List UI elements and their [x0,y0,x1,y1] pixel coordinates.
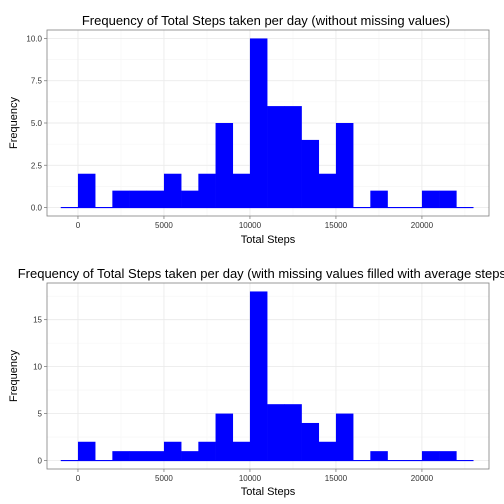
histogram-with-filled-missing: Frequency of Total Steps taken per day (… [8,266,504,498]
histogram-bar [163,441,182,461]
chart-title: Frequency of Total Steps taken per day (… [82,13,450,28]
histogram-bar [439,451,457,461]
histogram-bar [77,173,96,208]
y-axis: 0 5 10 15 Frequency [8,316,47,466]
y-tick-label: 10.0 [26,34,42,43]
histogram-bar [267,106,285,208]
x-tick-label: 0 [76,221,81,230]
y-tick-label: 15 [33,316,42,325]
x-tick-label: 20000 [411,474,434,483]
y-axis-label: Frequency [8,350,20,402]
histogram-bar [249,291,268,461]
histogram-without-missing: Frequency of Total Steps taken per day (… [8,13,490,246]
histogram-bar [301,139,320,208]
histogram-bar [215,413,234,461]
x-tick-label: 5000 [155,221,173,230]
histogram-bar [232,441,251,461]
histogram-bar [112,190,130,208]
histogram-bar [249,38,268,208]
histogram-bar [370,190,388,208]
bars [60,291,474,462]
x-tick-label: 0 [76,474,81,483]
histogram-bar [318,173,337,208]
histogram-bar [129,451,148,461]
x-tick-label: 5000 [155,474,173,483]
x-axis: 0 5000 10000 15000 20000 Total Steps [76,216,434,246]
y-tick-label: 5.0 [31,119,43,128]
y-axis: 0.0 2.5 5.0 7.5 10.0 Frequency [8,34,47,213]
y-tick-label: 0.0 [31,204,43,213]
histogram-bar [232,173,251,208]
x-axis-label: Total Steps [241,234,296,246]
histogram-bar [421,190,440,208]
y-tick-label: 5 [38,410,43,419]
histogram-bar [181,190,199,208]
histogram-bar [267,404,285,461]
y-tick-label: 10 [33,363,42,372]
y-tick-label: 0 [38,457,43,466]
histogram-bar [163,173,182,208]
histogram-bar [335,123,354,208]
y-tick-label: 2.5 [31,161,43,170]
x-tick-label: 15000 [325,221,348,230]
x-tick-label: 15000 [325,474,348,483]
histogram-bar [318,441,337,461]
histogram-bar [215,123,234,208]
histogram-bar [77,441,96,461]
histogram-bar [421,451,440,461]
y-axis-label: Frequency [8,97,20,149]
histogram-bar [181,451,199,461]
histogram-bar [146,451,165,461]
chart-title: Frequency of Total Steps taken per day (… [18,266,504,281]
x-tick-label: 10000 [239,474,262,483]
histogram-bar [146,190,165,208]
histogram-bar [284,404,302,461]
histogram-bar [129,190,148,208]
x-tick-label: 10000 [239,221,262,230]
x-axis: 0 5000 10000 15000 20000 Total Steps [76,469,434,498]
histogram-bar [284,106,302,208]
histogram-bar [370,451,388,461]
histogram-bar [112,451,130,461]
histogram-bar [335,413,354,461]
plot-panel-border [46,282,490,470]
x-tick-label: 20000 [411,221,434,230]
histogram-bar [198,441,216,461]
histogram-bar [439,190,457,208]
y-tick-label: 7.5 [31,77,43,86]
bars [60,38,474,209]
histogram-bar [301,422,320,461]
x-axis-label: Total Steps [241,486,296,498]
histogram-bar [198,173,216,208]
